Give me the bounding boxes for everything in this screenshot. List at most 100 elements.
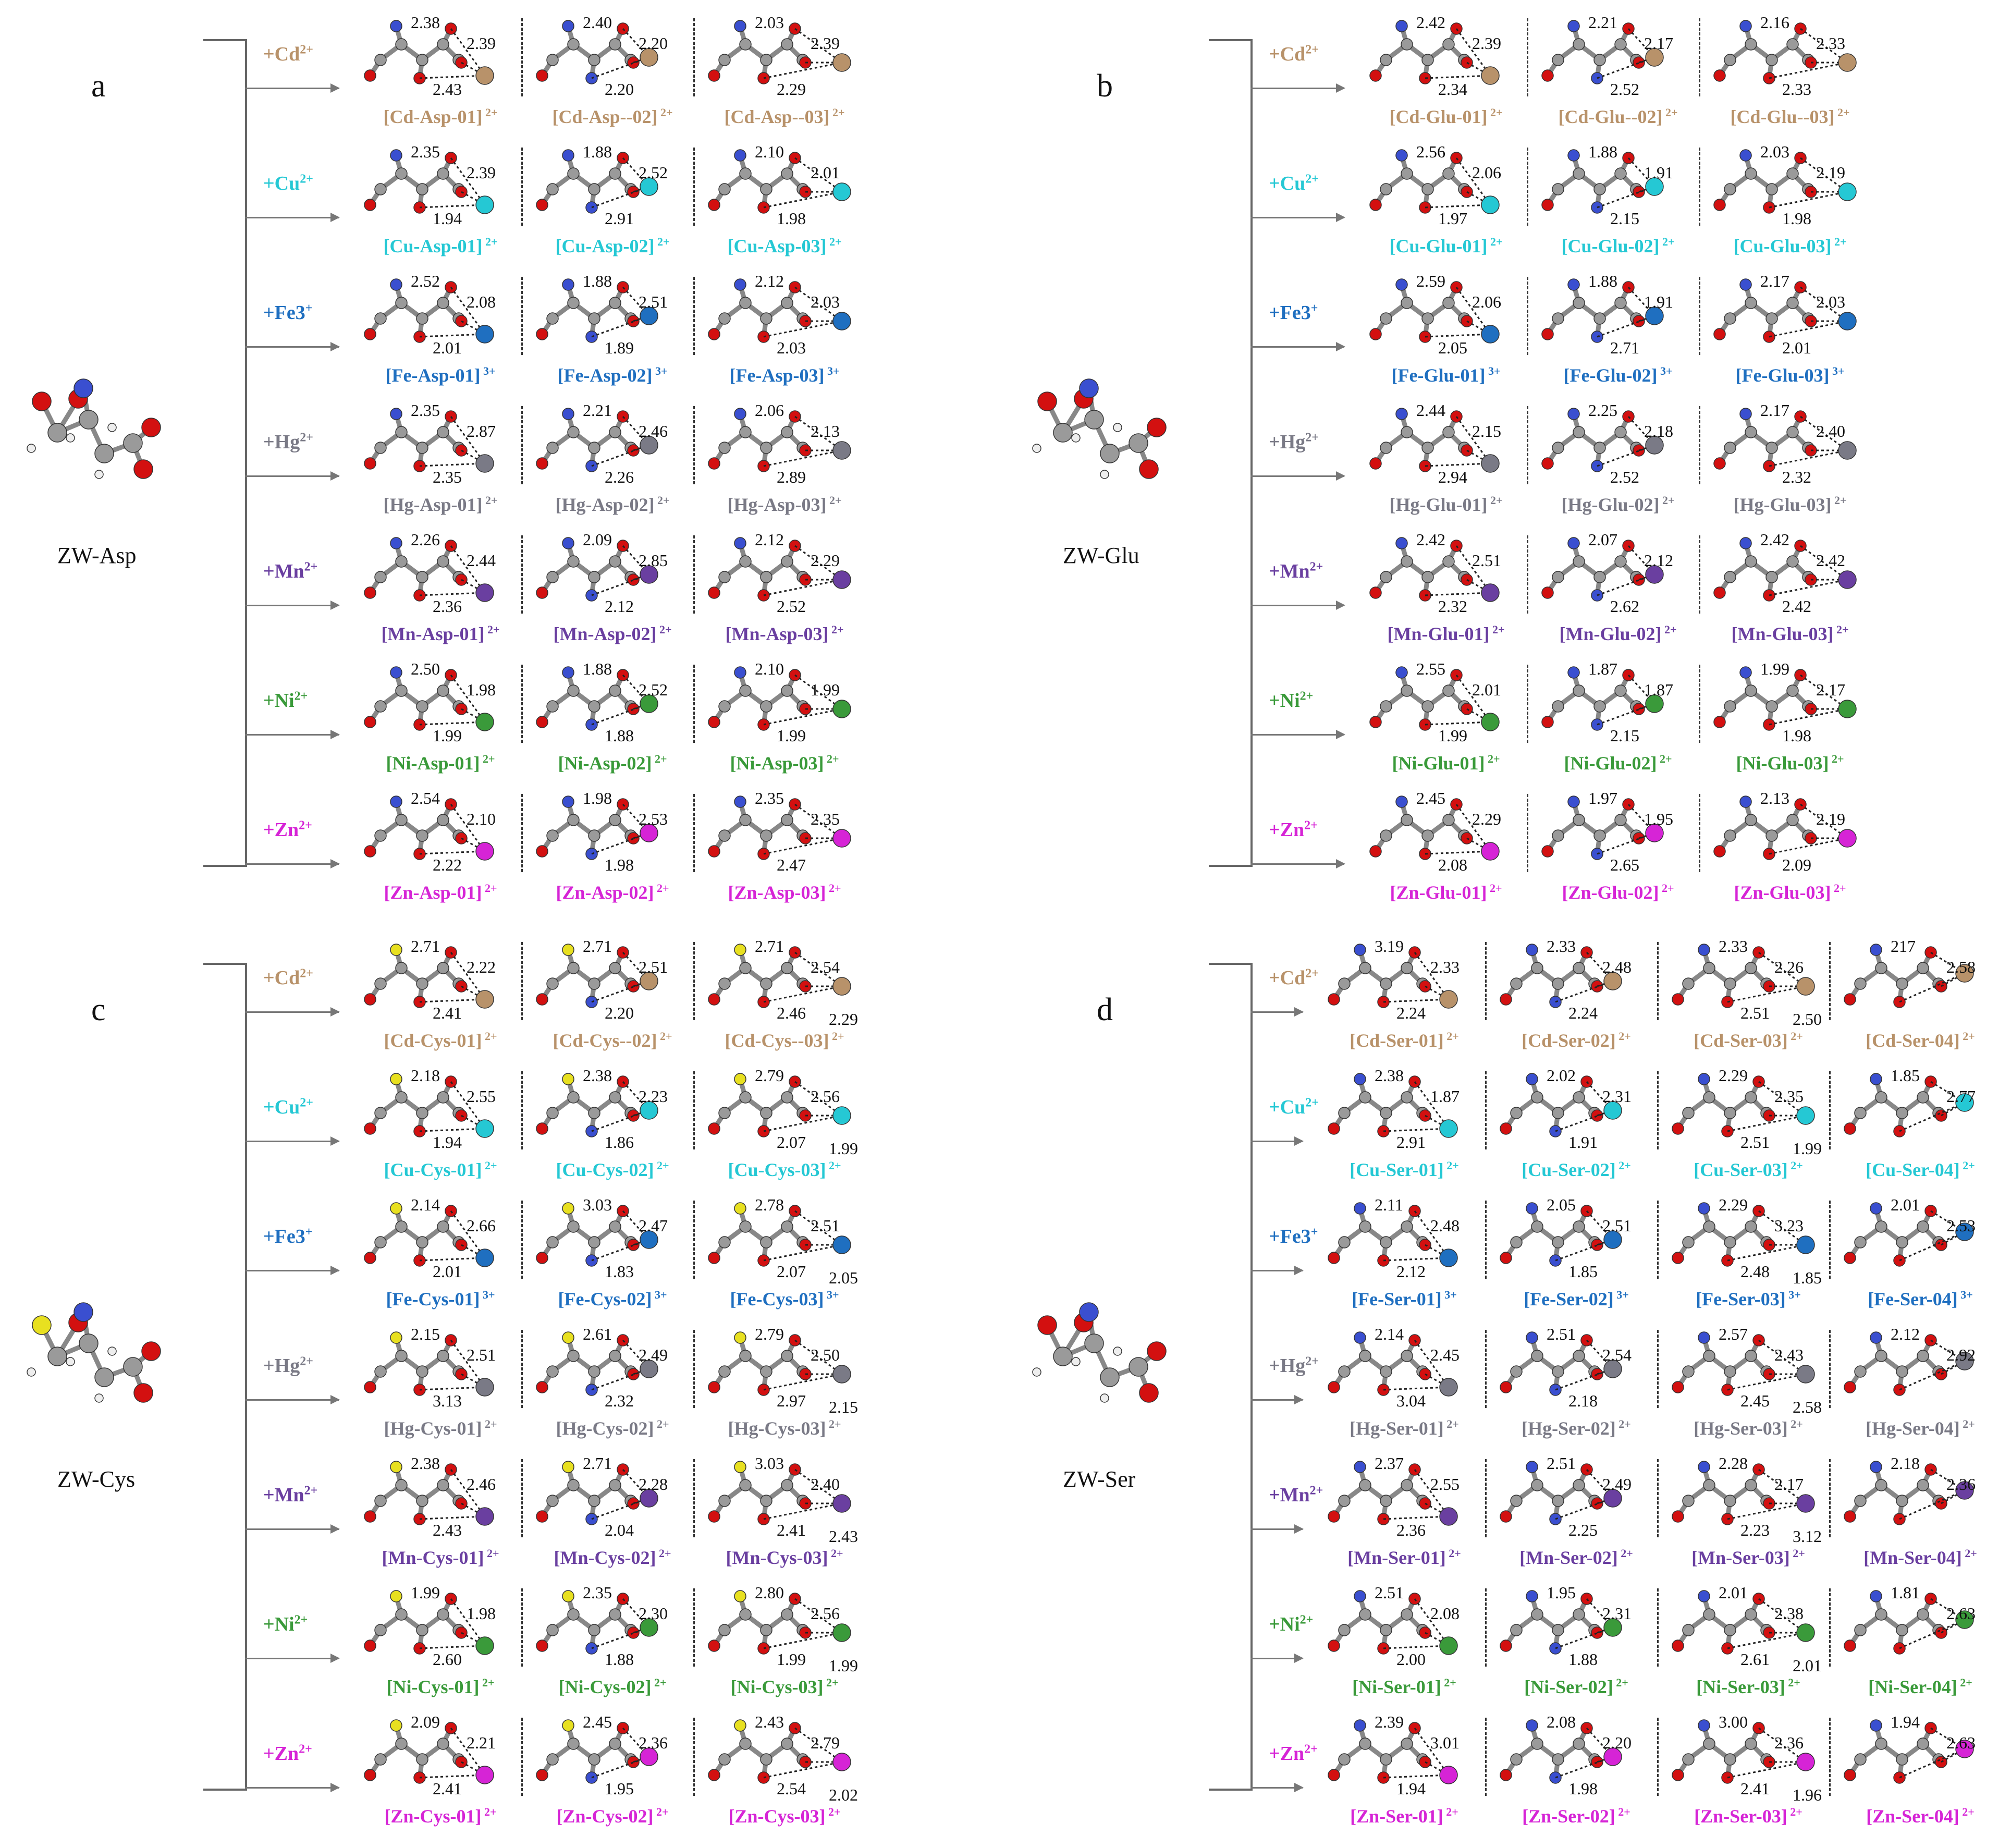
complex-label: [Zn-Glu-01] — [1390, 882, 1487, 903]
complex-structure — [536, 1590, 658, 1655]
complex-hg-asp-03: 2.06 2.13 2.89 [Hg-Asp-03] 2+ — [698, 401, 870, 521]
ion-label-Mn: +Mn2+ — [263, 560, 317, 583]
complex-structure — [1713, 666, 1857, 731]
complex-name: [Ni-Cys-01] 2+ — [354, 1676, 526, 1698]
ion-charge: 2+ — [300, 172, 313, 186]
complex-structure — [536, 1461, 658, 1525]
carbon-atom — [1421, 700, 1434, 713]
carbon-atom — [760, 700, 772, 713]
nitrogen-atom — [1739, 20, 1752, 32]
carbon-atom — [781, 426, 793, 438]
carbon-atom — [567, 167, 580, 180]
complex-structure — [364, 20, 494, 85]
bond-distance: 2.31 — [1602, 1604, 1632, 1623]
carbon-atom — [437, 1608, 449, 1621]
ion-label-Mn: +Mn2+ — [263, 1484, 317, 1507]
complex-label: [Hg-Glu-01] — [1389, 494, 1488, 515]
carbon-atom — [416, 700, 428, 713]
carbon-atom — [546, 571, 559, 583]
carbon-atom — [1875, 1608, 1887, 1621]
ion-symbol: +Cd — [1269, 967, 1306, 989]
carbon-atom — [1875, 962, 1887, 974]
bond-distance: 2.08 — [1430, 1604, 1460, 1623]
complex-label: [Cu-Glu-02] — [1561, 236, 1660, 256]
bond-distance: 2.18 — [411, 1066, 440, 1085]
ion-label-Zn: +Zn2+ — [263, 818, 312, 841]
complex-charge: 2+ — [1659, 235, 1675, 248]
coordination-bond — [450, 28, 486, 76]
complex-charge: 3+ — [1613, 1288, 1629, 1301]
metal-ion — [1645, 436, 1664, 455]
carbon-atom — [1703, 1220, 1715, 1233]
coordination-bond — [419, 1128, 485, 1132]
complex-charge: 2+ — [1785, 1676, 1800, 1689]
complex-cd-glu-02: 2.21 2.17 2.52 [Cd-Glu--02] 2+ — [1532, 13, 1704, 133]
carbon-atom — [1614, 814, 1627, 826]
complex-label: [Hg-Cys-03] — [728, 1418, 826, 1439]
complex-structure — [1369, 20, 1500, 85]
complex-structure — [364, 1461, 494, 1526]
oxygen-atom — [1500, 1381, 1512, 1393]
complex-charge: 2+ — [654, 235, 670, 248]
bond-distance: 2.43 — [433, 80, 462, 99]
complex-label: [Cu-Cys-02] — [556, 1159, 654, 1180]
complex-structure — [364, 1590, 494, 1655]
nitrogen-atom — [734, 408, 746, 420]
complex-cu-ser-02: 2.02 2.31 1.91 [Cu-Ser-02] 2+ — [1490, 1066, 1662, 1186]
carbon-atom — [416, 54, 428, 66]
reaction-arrow — [245, 213, 340, 222]
bond-distance: 2.56 — [811, 1604, 840, 1623]
complex-structure — [364, 537, 494, 602]
complex-ni-ser-04: 1.81 2.63 [Ni-Ser-04] 2+ — [1834, 1583, 2006, 1703]
carbon-atom — [123, 433, 143, 453]
nitrogen-atom — [562, 537, 574, 549]
carbon-atom — [1703, 1091, 1715, 1104]
complex-charge: 3+ — [824, 364, 840, 377]
ion-symbol: +Hg — [263, 1355, 300, 1377]
complex-name: [Cd-Glu--03] 2+ — [1704, 106, 1876, 128]
complex-structure — [536, 149, 658, 214]
complex-structure — [536, 1073, 658, 1137]
complex-label: [Fe-Cys-03] — [730, 1289, 824, 1309]
complex-zn-cys-01: 2.09 2.21 2.41 [Zn-Cys-01] 2+ — [354, 1712, 526, 1832]
carbon-atom — [1380, 1753, 1392, 1766]
bond-distance: 2.28 — [1719, 1454, 1748, 1473]
complex-name: [Ni-Glu-03] 2+ — [1704, 752, 1876, 774]
coordination-bond — [1414, 1728, 1450, 1776]
nitrogen-atom — [734, 796, 746, 808]
bond-distance: 2.39 — [467, 34, 496, 53]
metal-ion — [640, 48, 658, 67]
complex-label: [Cd-Cys--02] — [553, 1030, 657, 1051]
carbon-atom — [1531, 1350, 1543, 1362]
nitrogen-atom — [1526, 1202, 1538, 1215]
complex-label: [Hg-Ser-03] — [1694, 1418, 1788, 1439]
oxygen-atom — [708, 993, 720, 1006]
bond-distance: 2.29 — [1719, 1195, 1748, 1214]
bond-distance: 2.52 — [777, 597, 806, 616]
ion-label-Hg: +Hg2+ — [263, 431, 313, 454]
free-molecule — [27, 378, 161, 479]
carbon-atom — [1552, 1624, 1564, 1636]
complex-charge: 3+ — [1957, 1288, 1973, 1301]
complex-zn-ser-01: 2.39 3.01 1.94 [Zn-Ser-01] 2+ — [1318, 1712, 1490, 1832]
complex-structure — [1500, 1202, 1622, 1267]
oxygen-atom — [1369, 845, 1382, 858]
metal-ion — [1603, 1618, 1622, 1637]
carbon-atom — [395, 1737, 408, 1750]
complex-label: [Fe-Glu-02] — [1563, 365, 1658, 386]
carbon-atom — [395, 1220, 408, 1233]
carbon-atom — [1421, 442, 1434, 454]
complex-label: [Zn-Cys-01] — [384, 1806, 482, 1827]
complex-fe-asp-01: 2.52 2.08 2.01 [Fe-Asp-01] 3+ — [354, 272, 526, 391]
dashed-separator — [521, 406, 525, 484]
dashed-separator — [1657, 1330, 1661, 1408]
oxygen-atom — [708, 1510, 720, 1523]
bond-distance: 2.26 — [1774, 958, 1804, 976]
oxygen-atom — [1328, 1639, 1340, 1652]
bond-distance: 3.01 — [1430, 1733, 1460, 1752]
ion-label-Zn: +Zn2+ — [1269, 1742, 1318, 1765]
bond-distance: 2.43 — [1774, 1345, 1804, 1364]
metal-ion — [1955, 1481, 1974, 1500]
bond-distance: 217 — [1891, 937, 1916, 956]
sulfur-atom — [32, 1315, 52, 1335]
